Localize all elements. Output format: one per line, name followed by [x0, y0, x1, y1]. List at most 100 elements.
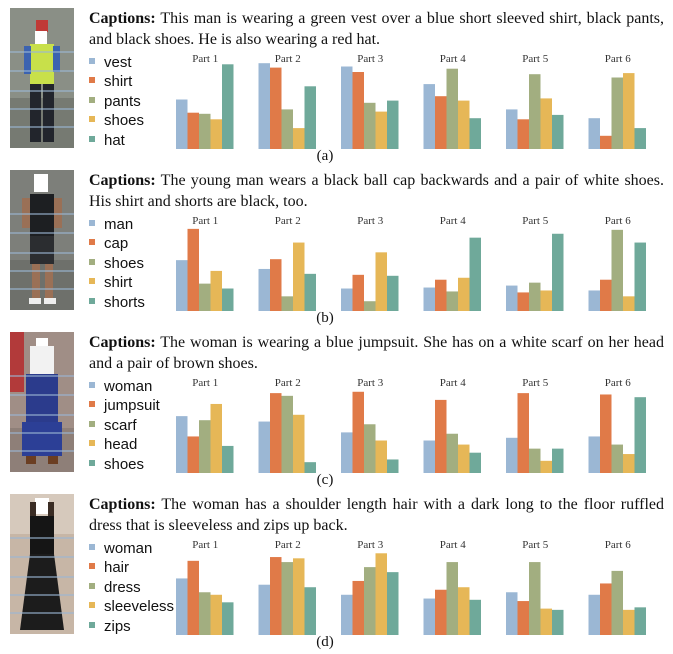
bar-shirt [458, 277, 470, 311]
bar-woman [341, 432, 353, 473]
caption-label: Captions: [89, 496, 156, 513]
bar-zips [222, 602, 234, 635]
bar-pants [611, 77, 623, 149]
legend-item: pants [89, 92, 185, 111]
legend-label: man [104, 216, 134, 233]
legend-label: cap [104, 235, 129, 253]
bar-jumpsuit [270, 393, 282, 473]
panel-b: Captions: The young man wears a black ba… [0, 170, 673, 330]
bar-sleeveless [293, 558, 305, 635]
part-label: Part 3 [357, 53, 383, 65]
bar-jumpsuit [517, 393, 529, 473]
part-label: Part 1 [192, 53, 218, 65]
legend-item: head [89, 435, 185, 454]
part-label: Part 4 [440, 215, 466, 227]
bar-head [375, 440, 387, 473]
charts-a: Part 1 Part 2 Part 3 Part 4 Part 5 Part 6 [170, 53, 665, 161]
part-label: Part 2 [275, 539, 301, 551]
part-label: Part 5 [522, 215, 548, 227]
legend-label: shorts [104, 293, 145, 311]
bar-shirt [623, 296, 635, 311]
legend-swatch [89, 440, 95, 447]
legend-swatch [89, 278, 95, 285]
person-photo-b [10, 170, 74, 310]
bar-man [588, 290, 600, 311]
legend-item: man [89, 215, 185, 234]
charts-b: Part 1 Part 2 Part 3 Part 4 Part 5 Part 6 [170, 215, 665, 323]
bar-shirt [293, 242, 305, 311]
bar-head [293, 414, 305, 473]
legend-label: shoes [104, 254, 145, 272]
bar-sleeveless [210, 594, 222, 635]
part-label: Part 3 [357, 539, 383, 551]
bar-dress [529, 562, 541, 635]
legend-swatch [89, 58, 95, 65]
charts-d: Part 1 Part 2 Part 3 Part 4 Part 5 Part 6 [170, 539, 665, 647]
legend-label: shirt [104, 274, 133, 292]
legend-b: man cap shoes shirt shorts [89, 215, 185, 312]
legend-swatch [89, 297, 95, 304]
sublabel-c: (c) [316, 472, 334, 488]
sublabel-a: (a) [316, 148, 334, 164]
bar-zips [469, 599, 481, 635]
bar-cap [600, 279, 612, 311]
charts-c: Part 1 Part 2 Part 3 Part 4 Part 5 Part 6 [170, 377, 665, 485]
part-label: Part 6 [605, 53, 631, 65]
bar-shoes [623, 73, 635, 149]
bar-hat [634, 128, 646, 149]
bar-dress [281, 562, 293, 635]
bar-zips [304, 587, 316, 635]
legend-swatch [89, 544, 95, 551]
part-label: Part 4 [440, 377, 466, 389]
legend-label: woman [104, 378, 153, 395]
sublabel-b: (b) [316, 310, 334, 326]
bar-hat [387, 100, 399, 149]
caption-label: Captions: [89, 172, 156, 189]
legend-label: scarf [104, 416, 137, 434]
legend-item: shoes [89, 254, 185, 273]
legend-item: shirt [89, 273, 185, 292]
bar-hat [222, 64, 234, 149]
bar-zips [552, 609, 564, 635]
bar-scarf [199, 420, 211, 473]
bar-shoes [304, 462, 316, 473]
bar-dress [446, 562, 458, 635]
caption-text: The young man wears a black ball cap bac… [89, 172, 664, 210]
bar-vest [506, 109, 518, 149]
legend-label: jumpsuit [104, 397, 160, 415]
legend-item: woman [89, 539, 185, 558]
bar-shoes [611, 229, 623, 311]
legend-item: cap [89, 234, 185, 253]
legend-item: woman [89, 377, 185, 396]
bar-jumpsuit [187, 436, 199, 473]
bar-woman [176, 416, 188, 473]
part-label: Part 6 [605, 377, 631, 389]
bar-cap [517, 292, 529, 311]
bar-sleeveless [375, 553, 387, 635]
bar-charts-b: Part 1 Part 2 Part 3 Part 4 Part 5 Part 6 [176, 215, 646, 311]
bar-woman [506, 592, 518, 635]
bar-pants [199, 113, 211, 149]
caption-text: The woman has a shoulder length hair wit… [89, 496, 664, 534]
legend-swatch [89, 563, 95, 570]
bar-shoes [446, 291, 458, 311]
caption-text: The woman is wearing a blue jumpsuit. Sh… [89, 334, 664, 372]
legend-swatch [89, 602, 95, 609]
legend-label: vest [104, 54, 132, 71]
legend-item: zips [89, 617, 185, 636]
legend-label: hair [104, 559, 130, 577]
legend-item: scarf [89, 416, 185, 435]
legend-swatch [89, 582, 95, 589]
caption-label: Captions: [89, 334, 156, 351]
bar-shorts [469, 237, 481, 311]
bar-vest [588, 118, 600, 149]
bar-head [210, 403, 222, 473]
bar-shoes [364, 301, 376, 311]
panel-a: Captions: This man is wearing a green ve… [0, 8, 673, 168]
legend-swatch [89, 621, 95, 628]
legend-item: sleeveless [89, 597, 185, 616]
part-label: Part 5 [522, 539, 548, 551]
bar-hair [352, 580, 364, 635]
legend-label: head [104, 436, 138, 454]
bar-head [540, 460, 552, 473]
